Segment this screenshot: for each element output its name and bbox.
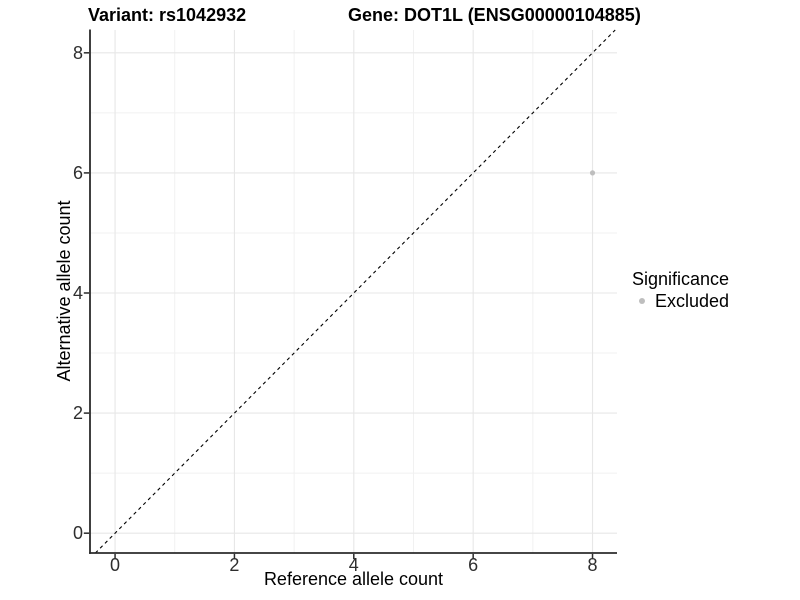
x-tick-label: 0 — [110, 555, 121, 575]
data-point-excluded — [589, 170, 596, 176]
x-tick-label: 8 — [587, 555, 598, 575]
identity-line — [94, 29, 616, 554]
y-tick-label: 0 — [72, 523, 83, 544]
y-tick-label: 2 — [72, 403, 83, 424]
y-axis-title: Alternative allele count — [54, 200, 74, 382]
excluded-point-icon — [639, 298, 645, 304]
legend-title: Significance — [632, 269, 730, 289]
y-tick-label: 6 — [72, 162, 83, 183]
legend: Significance Excluded — [632, 268, 729, 311]
x-tick-label: 6 — [468, 555, 479, 575]
plot-title-gene: Gene: DOT1L (ENSG00000104885) — [348, 5, 641, 25]
y-tick-label: 8 — [72, 42, 83, 63]
x-tick-label: 4 — [348, 555, 359, 575]
legend-item-label: Excluded — [655, 291, 730, 311]
legend-item-excluded: Excluded — [632, 291, 729, 311]
legend-key-box — [632, 291, 652, 311]
y-tick-label: 4 — [72, 283, 83, 303]
x-axis-title: Reference allele count — [263, 569, 444, 589]
x-tick-label: 2 — [229, 555, 240, 575]
plot-title-variant: Variant: rs1042932 — [88, 5, 247, 25]
